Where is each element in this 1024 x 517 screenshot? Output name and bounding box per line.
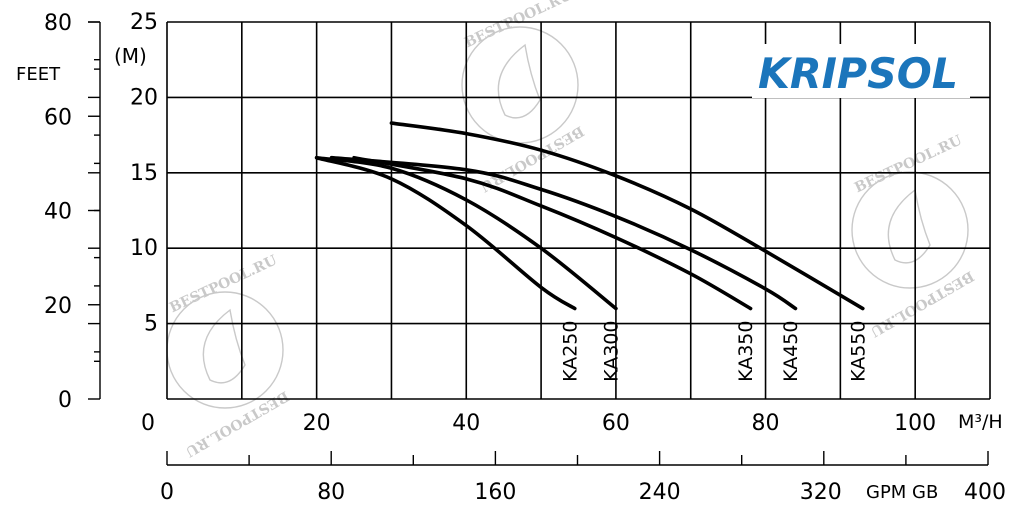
feet-unit-label: FEET (16, 64, 61, 85)
meters-tick-label: 25 (130, 10, 158, 35)
curve-label-ka300: KA300 (600, 321, 622, 382)
x-tick-label: 80 (752, 411, 780, 436)
curve-ka250 (314, 155, 577, 311)
curve-ka350 (352, 155, 753, 311)
pump-curves (314, 121, 865, 311)
gpm-tick-label: 400 (964, 480, 1006, 505)
watermark-text: BESTPOOL.RU (462, 0, 574, 51)
meters-tick-label: 20 (130, 85, 158, 110)
bottom-axes: 0 20 40 60 80 100 M³/H 0 80 160 240 320 400 GPM GB (141, 411, 1006, 505)
chart-grid (166, 21, 991, 400)
meters-tick-label: 5 (144, 312, 158, 337)
logo-text: KRIPSOL (758, 49, 958, 98)
gpm-tick-label: 240 (639, 480, 681, 505)
curve-label-ka350: KA350 (735, 321, 757, 382)
feet-tick-label: 20 (44, 294, 72, 319)
x-unit-label: M³/H (958, 411, 1003, 433)
feet-tick-label: 40 (44, 200, 72, 225)
meters-tick-label: 10 (130, 236, 158, 261)
left-axes: 5 10 15 20 25 0 20 40 60 80 FEET (M) (16, 10, 158, 413)
curve-label-ka250: KA250 (559, 321, 581, 382)
feet-tick-label: 0 (58, 388, 72, 413)
gpm-tick-label: 320 (800, 480, 842, 505)
watermark-drop (202, 308, 246, 384)
meters-unit-label: (M) (114, 44, 147, 68)
x-tick-label: 0 (141, 411, 155, 436)
watermark-drop (887, 188, 931, 264)
curve-labels: KA250 KA300 KA350 KA450 KA550 (559, 321, 869, 382)
logo-background (752, 44, 970, 98)
curve-label-ka450: KA450 (780, 321, 802, 382)
watermark-text: BESTPOOL.RU (868, 267, 977, 339)
gpm-tick-label: 160 (474, 480, 516, 505)
x-tick-label: 40 (452, 411, 480, 436)
curve-ka550 (389, 121, 865, 311)
gpm-unit-label: GPM GB (866, 482, 938, 503)
curve-label-ka550: KA550 (847, 321, 869, 382)
feet-tick-label: 60 (44, 105, 72, 130)
gpm-tick-label: 80 (317, 480, 345, 505)
x-tick-label: 60 (602, 411, 630, 436)
watermark-drop (497, 43, 541, 119)
meters-tick-label: 15 (130, 161, 158, 186)
x-tick-label: 100 (894, 411, 936, 436)
curve-ka300 (314, 155, 618, 311)
gpm-tick-label: 0 (160, 480, 174, 505)
x-tick-label: 20 (303, 411, 331, 436)
feet-tick-label: 80 (44, 11, 72, 36)
kripsol-logo: KRIPSOL (752, 44, 970, 98)
curve-ka450 (329, 155, 798, 311)
